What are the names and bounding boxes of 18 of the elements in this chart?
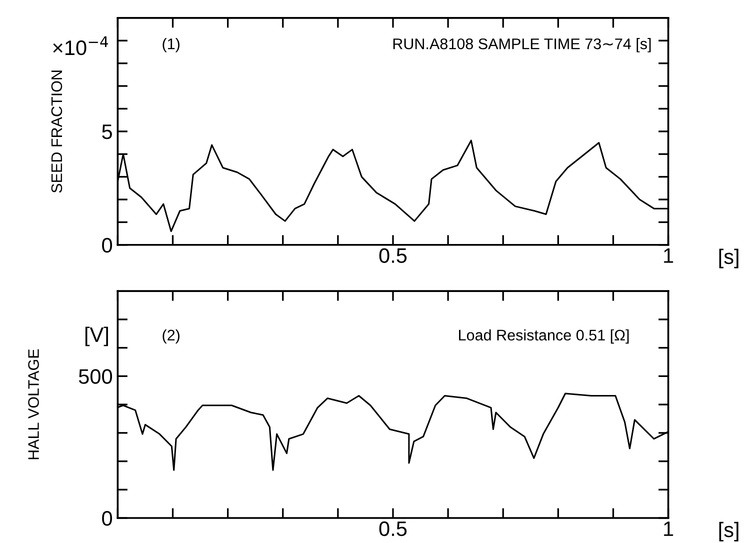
annotation: RUN.A8108 SAMPLE TIME 73∼74 [s] (393, 38, 651, 52)
text: ×10$^{−4}$ (53, 36, 108, 56)
text: [V] (85, 326, 108, 346)
x-tick-label: 1 (664, 248, 674, 263)
y-tick-label: 500 (78, 369, 112, 384)
y-tick-label: 5 (102, 124, 112, 140)
y-tick-label: 0 (102, 511, 112, 526)
x-tick-label: 0.5 (379, 521, 407, 536)
text: [s] (719, 248, 738, 268)
annotation: (1) (162, 38, 180, 52)
y-axis-title: HALL VOLTAGE (28, 349, 39, 460)
y-axis-title: SEED FRACTION (51, 70, 62, 193)
text: [s] (719, 522, 738, 542)
annotation: Load Resistance 0.51 [Ω] (459, 329, 629, 344)
y-tick-label: 0 (102, 238, 112, 253)
annotation: (2) (162, 329, 180, 344)
x-tick-label: 0.5 (379, 248, 407, 263)
x-tick-label: 1 (664, 522, 674, 536)
